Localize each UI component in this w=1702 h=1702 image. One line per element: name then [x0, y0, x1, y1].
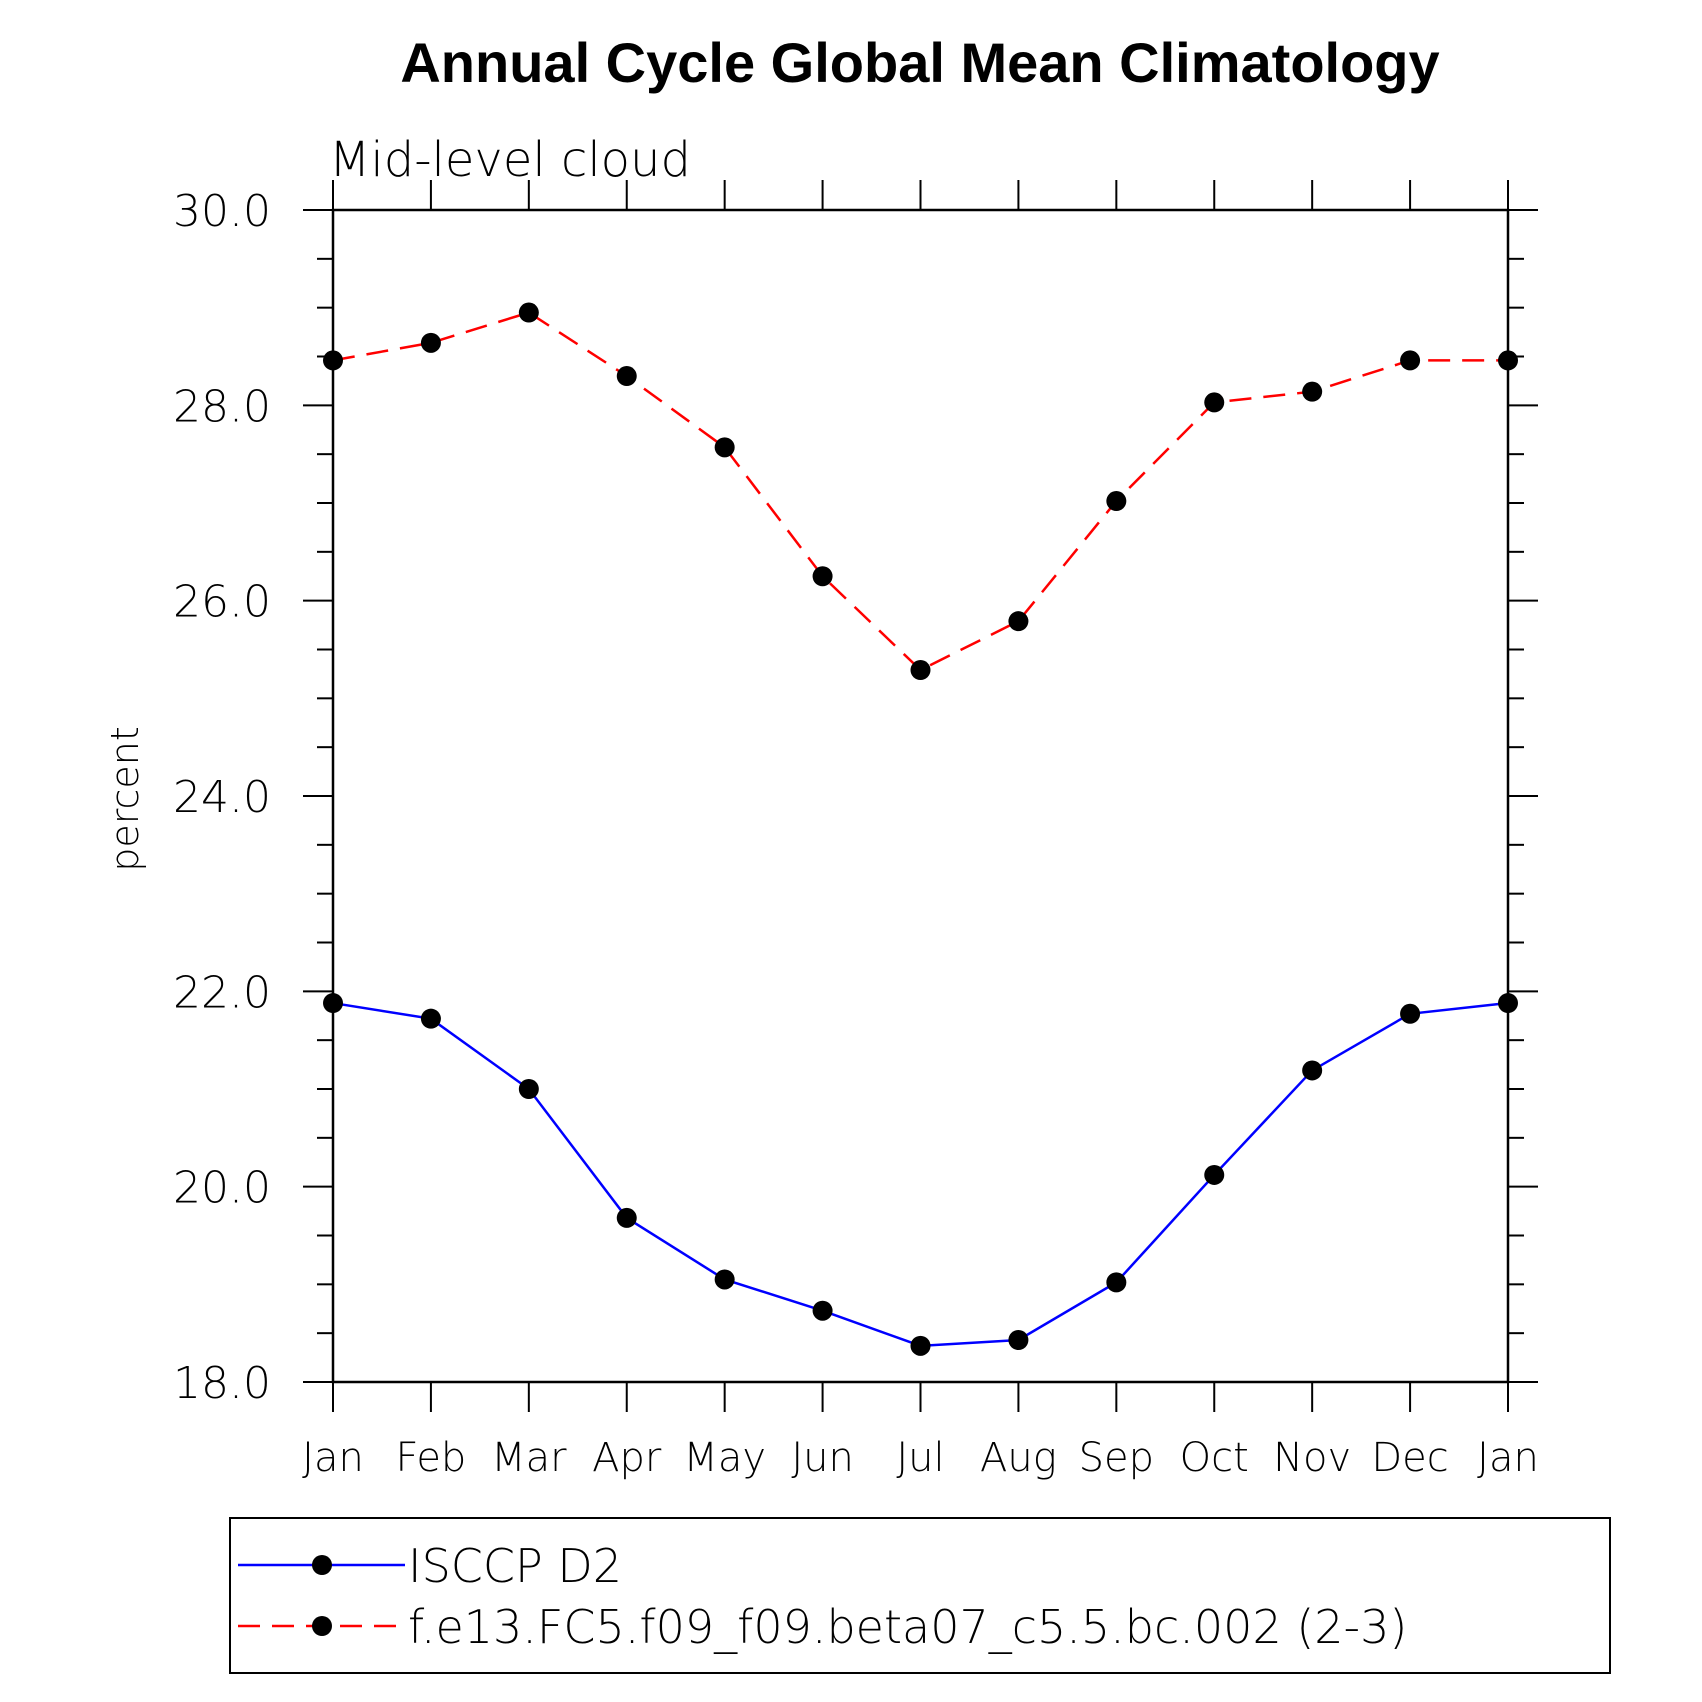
series-2-point	[1302, 381, 1323, 402]
y-axis-label: percent	[103, 726, 147, 872]
series-2-point	[616, 366, 637, 387]
series-1-point	[1106, 1272, 1127, 1293]
y-tick-label: 22.0	[173, 967, 271, 1018]
series-2-point	[1008, 611, 1029, 632]
x-tick-label: Sep	[1079, 1435, 1154, 1481]
x-tick-label: Feb	[396, 1435, 467, 1481]
series-1-point	[910, 1335, 931, 1356]
y-tick-label: 24.0	[173, 772, 271, 823]
series-2-point	[910, 660, 931, 681]
series-1-point	[812, 1300, 833, 1321]
x-tick-label: Jan	[302, 1435, 364, 1481]
y-tick-label: 28.0	[173, 381, 271, 432]
y-tick-label: 30.0	[173, 186, 271, 237]
series-2-point	[518, 302, 539, 323]
series-2-point	[323, 350, 343, 371]
series-1-point	[420, 1008, 441, 1029]
chart-title: Annual Cycle Global Mean Climatology	[400, 31, 1439, 94]
legend-marker-2	[312, 1616, 332, 1636]
series-1-point	[1302, 1060, 1323, 1081]
x-tick-label: Apr	[592, 1435, 662, 1481]
legend-box	[229, 1517, 1611, 1674]
series-1-point	[518, 1079, 539, 1099]
series-layer	[323, 302, 1518, 1356]
legend-label-1: ISCCP D2	[408, 1539, 622, 1593]
series-line-2	[332, 311, 1508, 672]
x-tick-label: Jun	[791, 1435, 854, 1481]
series-2-point	[420, 332, 441, 353]
x-tick-label: Jul	[896, 1435, 944, 1481]
series-1-point	[1400, 1003, 1421, 1024]
x-tick-label: Dec	[1371, 1435, 1448, 1481]
x-tick-label: Oct	[1180, 1435, 1249, 1481]
legend-label-2: f.e13.FC5.f09_f09.beta07_c5.5.bc.002 (2-…	[408, 1600, 1407, 1654]
series-1-point	[1204, 1164, 1225, 1185]
y-tick-label: 18.0	[173, 1358, 271, 1409]
series-2-point	[812, 566, 833, 587]
legend-items: ISCCP D2 f.e13.FC5.f09_f09.beta07_c5.5.bc…	[238, 1539, 1407, 1654]
y-axis-ticks: 18.0 20.0 22.0 24.0 26.0 28.0 30.0	[173, 186, 1538, 1409]
series-1-point	[714, 1269, 735, 1290]
series-1-point	[1008, 1330, 1029, 1351]
x-tick-label: May	[683, 1435, 766, 1481]
x-axis-ticks: Jan Feb Mar Apr May Jun Jul Aug Sep Oct Nov Dec Jan	[302, 180, 1539, 1481]
x-tick-label: Jan	[1477, 1435, 1539, 1481]
series-2-point	[1498, 350, 1518, 371]
legend-marker-1	[312, 1555, 332, 1575]
y-tick-label: 20.0	[173, 1163, 271, 1214]
series-2-point	[1204, 392, 1225, 413]
x-tick-label: Mar	[491, 1435, 567, 1481]
legend: ISCCP D2 f.e13.FC5.f09_f09.beta07_c5.5.bc…	[229, 1517, 1611, 1674]
series-1-point	[323, 993, 343, 1014]
series-2-point	[1400, 350, 1421, 371]
chart-subtitle: Mid-level cloud	[329, 132, 691, 188]
x-tick-label: Aug	[980, 1435, 1057, 1481]
series-2-point	[1106, 491, 1127, 512]
x-tick-label: Nov	[1273, 1435, 1351, 1481]
series-1-point	[616, 1207, 637, 1228]
y-tick-label: 26.0	[173, 577, 271, 628]
series-line-1	[332, 1001, 1509, 1348]
series-1-point	[1498, 993, 1518, 1014]
series-2-point	[714, 437, 735, 458]
